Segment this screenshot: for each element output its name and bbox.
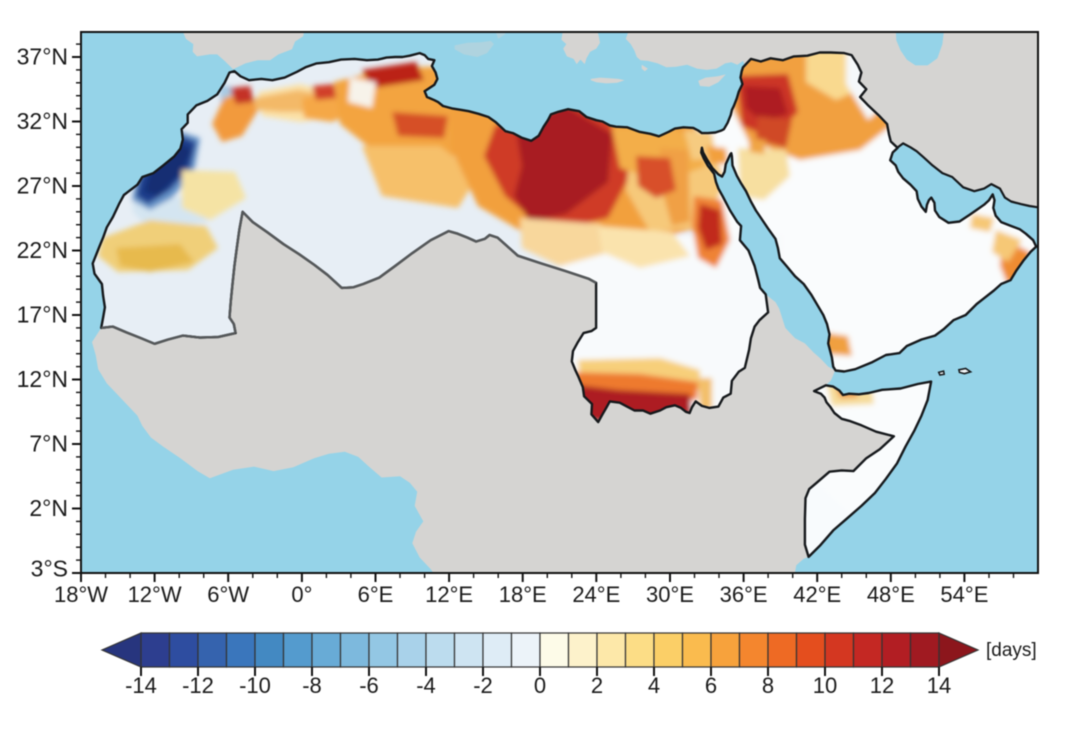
svg-text:-2: -2 xyxy=(473,673,493,698)
svg-text:3°S: 3°S xyxy=(31,556,68,582)
svg-text:36°E: 36°E xyxy=(720,582,768,607)
svg-text:17°N: 17°N xyxy=(17,302,68,328)
svg-text:6°E: 6°E xyxy=(358,582,394,607)
svg-text:0°: 0° xyxy=(291,582,312,607)
svg-text:-8: -8 xyxy=(302,673,322,698)
svg-text:30°E: 30°E xyxy=(646,582,694,607)
svg-text:22°N: 22°N xyxy=(17,237,68,263)
svg-text:18°E: 18°E xyxy=(499,582,547,607)
svg-text:4: 4 xyxy=(648,673,660,698)
svg-text:42°E: 42°E xyxy=(793,582,841,607)
svg-text:54°E: 54°E xyxy=(940,582,988,607)
svg-text:18°W: 18°W xyxy=(54,582,108,607)
svg-text:24°E: 24°E xyxy=(572,582,620,607)
svg-text:-6: -6 xyxy=(359,673,379,698)
svg-text:6: 6 xyxy=(705,673,717,698)
svg-text:32°N: 32°N xyxy=(17,108,68,134)
svg-text:-10: -10 xyxy=(239,673,271,698)
svg-text:12°E: 12°E xyxy=(425,582,473,607)
svg-text:12°N: 12°N xyxy=(17,366,68,392)
svg-text:10: 10 xyxy=(813,673,837,698)
svg-text:[days]: [days] xyxy=(986,640,1037,661)
svg-text:27°N: 27°N xyxy=(17,173,68,199)
svg-text:2: 2 xyxy=(591,673,603,698)
svg-text:8: 8 xyxy=(762,673,774,698)
svg-text:6°W: 6°W xyxy=(207,582,249,607)
svg-text:-4: -4 xyxy=(416,673,436,698)
svg-text:7°N: 7°N xyxy=(29,431,68,457)
svg-text:12: 12 xyxy=(870,673,894,698)
svg-text:37°N: 37°N xyxy=(17,44,68,70)
svg-text:0: 0 xyxy=(534,673,546,698)
svg-text:2°N: 2°N xyxy=(29,495,68,521)
svg-text:12°W: 12°W xyxy=(128,582,182,607)
svg-text:14: 14 xyxy=(927,673,951,698)
svg-text:48°E: 48°E xyxy=(867,582,915,607)
svg-text:-14: -14 xyxy=(125,673,157,698)
svg-text:-12: -12 xyxy=(182,673,214,698)
